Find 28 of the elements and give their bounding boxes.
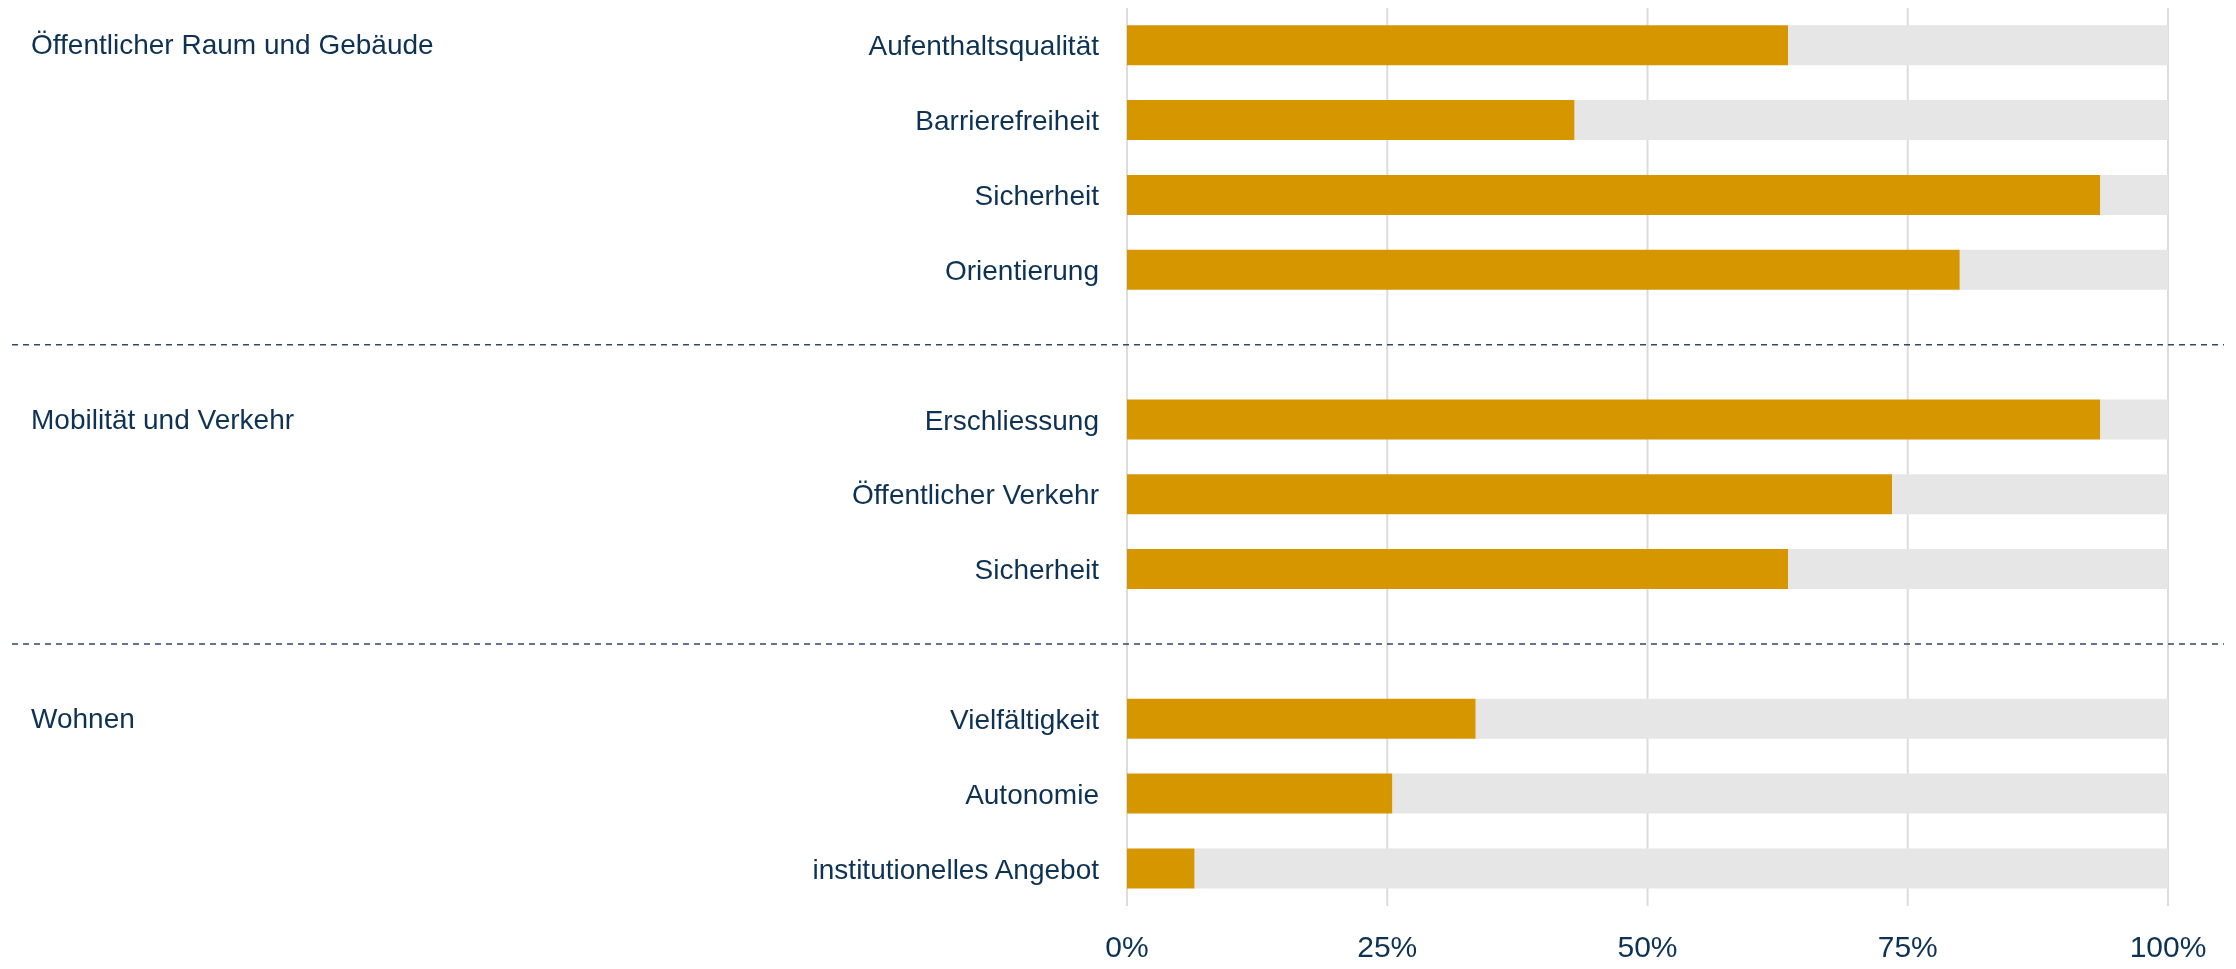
y-tick-label: institutionelles Angebot — [812, 853, 1100, 885]
x-tick-label: 25% — [1357, 930, 1418, 964]
y-tick-label: Sicherheit — [974, 180, 1100, 212]
bar — [1127, 249, 1960, 290]
bar — [1127, 474, 1893, 515]
y-tick-label: Öffentlicher Verkehr — [852, 479, 1099, 511]
bar — [1127, 100, 1575, 141]
y-tick-label: Aufenthaltsqualität — [868, 30, 1100, 62]
text: Wohnen — [31, 701, 135, 736]
x-tick-label: 75% — [1877, 930, 1938, 964]
bar — [1127, 773, 1393, 814]
y-tick-label: Vielfältigkeit — [950, 703, 1100, 735]
bar — [1127, 549, 1789, 590]
y-tick-label: Autonomie — [965, 778, 1099, 810]
y-tick-label: Sicherheit — [974, 554, 1100, 586]
x-tick-label: 50% — [1617, 930, 1678, 964]
bar — [1127, 399, 2101, 440]
bar — [1127, 174, 2101, 215]
text: Mobilität und Verkehr — [31, 402, 295, 437]
bar — [1127, 25, 1789, 66]
y-tick-label: Erschliessung — [924, 404, 1099, 436]
bar — [1127, 698, 1476, 739]
y-tick-label: Orientierung — [944, 254, 1099, 286]
text: Öffentlicher Raum und Gebäude — [31, 28, 434, 63]
x-tick-label: 0% — [1105, 930, 1149, 964]
x-tick-label: 100% — [2129, 930, 2207, 964]
bar — [1127, 848, 1195, 889]
y-tick-label: Barrierefreiheit — [915, 105, 1100, 137]
